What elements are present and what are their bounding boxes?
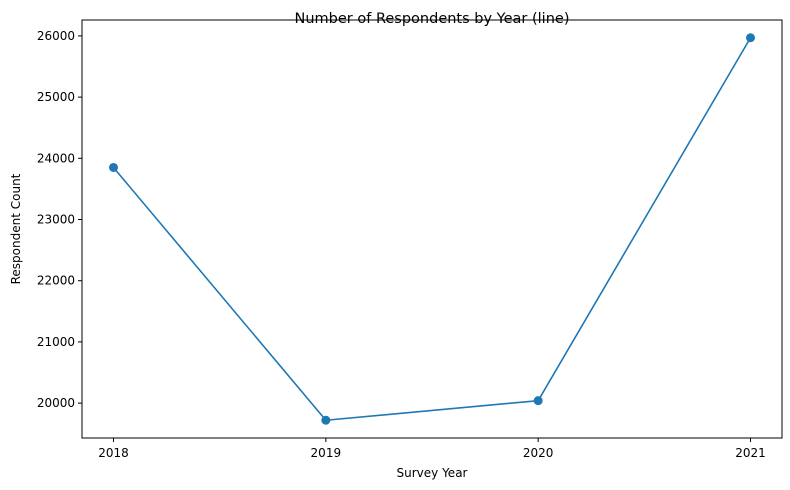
x-tick-label: 2019: [311, 446, 342, 460]
y-axis-ticks: 20000 21000 22000 23000 24000 25000 26000: [37, 29, 82, 410]
x-tick-label: 2018: [98, 446, 129, 460]
y-tick-label: 23000: [37, 213, 75, 227]
series-layer: [109, 33, 755, 425]
x-axis-label: Survey Year: [397, 466, 468, 480]
plot-frame: [81, 19, 783, 439]
data-point-marker: [109, 162, 118, 172]
x-tick-label: 2020: [523, 446, 554, 460]
x-tick-label: 2021: [735, 446, 766, 460]
y-tick-label: 25000: [37, 90, 75, 104]
data-point-marker: [321, 415, 331, 425]
y-tick-label: 26000: [37, 29, 75, 43]
chart-title: Number of Respondents by Year (line): [295, 11, 570, 27]
data-point-marker: [533, 396, 543, 406]
y-tick-label: 21000: [37, 335, 75, 349]
x-axis-ticks: 2018 2019 2020 2021: [98, 438, 766, 460]
y-axis-label: Respondent Count: [9, 173, 23, 284]
series-line: [112, 37, 752, 422]
data-point-marker: [746, 33, 755, 43]
y-tick-label: 24000: [37, 151, 75, 165]
y-tick-label: 22000: [37, 274, 75, 288]
y-tick-label: 20000: [37, 396, 75, 410]
